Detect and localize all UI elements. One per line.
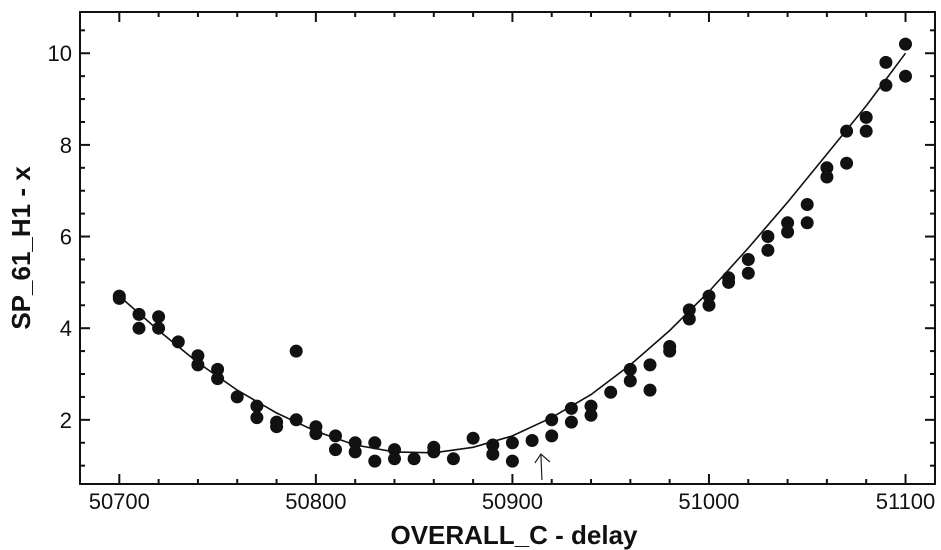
data-point: [564, 401, 578, 415]
data-point: [879, 55, 893, 69]
data-point: [407, 452, 421, 466]
data-point: [840, 124, 854, 138]
data-point: [800, 198, 814, 211]
data-point: [682, 303, 696, 317]
data-point: [525, 434, 539, 447]
data-point: [840, 156, 854, 170]
y-tick-label: 6: [60, 225, 72, 250]
data-point: [623, 362, 637, 376]
data-points: [112, 37, 912, 468]
data-point: [741, 253, 755, 266]
data-point: [329, 443, 342, 457]
data-point: [741, 266, 755, 280]
data-point: [309, 427, 323, 441]
data-point: [682, 312, 696, 326]
x-axis-title: OVERALL_C - delay: [390, 520, 638, 550]
y-tick-label: 10: [48, 41, 72, 66]
data-point: [584, 399, 598, 413]
data-point: [761, 230, 775, 243]
data-point: [702, 298, 716, 312]
data-point: [623, 374, 637, 388]
data-point: [388, 452, 401, 466]
y-tick-label: 8: [60, 133, 72, 158]
plot-frame: [79, 11, 936, 485]
data-point: [348, 436, 362, 450]
data-point: [859, 110, 873, 124]
data-point: [781, 225, 795, 239]
data-point: [899, 69, 912, 83]
data-point: [289, 344, 303, 358]
data-point: [545, 429, 559, 443]
data-point: [722, 275, 736, 289]
axis-ticks: [80, 12, 935, 484]
data-point: [132, 307, 146, 321]
data-point: [191, 349, 205, 363]
data-point: [879, 78, 893, 92]
data-point: [466, 431, 480, 445]
data-point: [368, 454, 382, 468]
data-point: [446, 452, 460, 466]
x-tick-label: 50800: [285, 489, 346, 514]
x-tick-label: 51000: [678, 489, 739, 514]
data-point: [899, 37, 912, 51]
data-point: [702, 289, 716, 303]
data-point: [348, 445, 362, 459]
data-point: [211, 372, 225, 386]
data-point: [761, 243, 775, 257]
x-tick-label: 50700: [89, 489, 150, 514]
data-point: [505, 454, 519, 468]
data-point: [820, 170, 834, 184]
data-point: [663, 344, 677, 358]
tick-labels: 50700 50800 50900 51000 51100 2 4 6 8 10: [48, 41, 936, 514]
data-point: [191, 358, 205, 372]
data-point: [505, 436, 519, 450]
annotation-arrow: [534, 453, 551, 481]
data-point: [820, 161, 834, 175]
data-point: [564, 415, 578, 429]
data-point: [427, 445, 441, 459]
data-point: [368, 436, 382, 450]
data-point: [250, 411, 264, 425]
data-point: [545, 413, 559, 427]
data-point: [152, 310, 166, 324]
data-point: [230, 390, 244, 404]
data-point: [643, 358, 657, 372]
data-point: [270, 420, 284, 434]
data-point: [781, 216, 795, 230]
data-point: [152, 321, 166, 335]
data-point: [584, 408, 598, 422]
data-point: [604, 385, 618, 399]
data-point: [211, 362, 225, 376]
data-point: [643, 383, 657, 397]
data-point: [132, 321, 146, 335]
data-point: [250, 399, 264, 413]
data-point: [486, 438, 500, 452]
data-point: [289, 413, 303, 427]
y-axis-title: SP_61_H1 - x: [6, 166, 36, 330]
data-point: [800, 216, 814, 230]
x-tick-label: 50900: [482, 489, 543, 514]
y-tick-label: 4: [60, 316, 72, 341]
y-tick-label: 2: [60, 408, 72, 433]
data-point: [329, 429, 342, 443]
data-point: [388, 443, 401, 457]
x-tick-label: 51100: [876, 489, 936, 514]
fit-curve: [118, 52, 907, 454]
data-point: [859, 124, 873, 138]
data-point: [486, 447, 500, 461]
data-point: [112, 291, 126, 305]
data-point: [171, 335, 185, 349]
